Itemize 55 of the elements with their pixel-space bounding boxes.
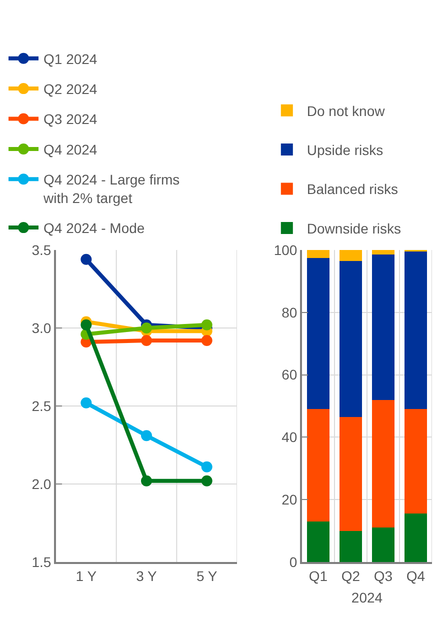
point <box>141 334 152 346</box>
bar <box>404 514 428 562</box>
bar <box>306 409 330 522</box>
point <box>201 475 212 486</box>
point <box>141 475 152 486</box>
legend-label: Q1 2024 <box>44 50 98 67</box>
legend-label: Upside risks <box>306 142 384 158</box>
x-tick-label: 3 Y <box>136 568 158 584</box>
bar <box>339 250 362 261</box>
y-tick-label: 2.5 <box>32 398 52 414</box>
legend-label: Do not know <box>306 102 386 119</box>
y-tick-label: 60 <box>282 366 298 383</box>
legend-label: Q3 2024 <box>44 111 98 128</box>
legend-label: Q2 2024 <box>44 81 98 98</box>
bar <box>306 521 330 562</box>
legend-label: Downside risks <box>306 220 402 236</box>
legend-label: Q4 2024 - Large firms with 2% target <box>42 172 180 206</box>
x-tick-label: Q4 <box>406 568 426 584</box>
point <box>141 322 152 334</box>
legend-label: Q4 2024 <box>44 141 98 158</box>
y-tick-label: 0 <box>289 554 298 570</box>
y-tick-label: 3.0 <box>32 320 52 336</box>
y-tick-label: 20 <box>282 492 298 508</box>
x-tick-label: 1 Y <box>76 568 98 584</box>
y-tick-label: 40 <box>282 429 298 446</box>
x-tick-label: 5 Y <box>196 568 218 584</box>
y-tick-label: 3.5 <box>32 242 52 258</box>
bar <box>306 258 330 410</box>
bar <box>404 409 428 514</box>
y-tick-label: 2.0 <box>32 476 52 492</box>
point <box>141 430 152 442</box>
x-tick-label: Q1 <box>308 568 328 584</box>
x-tick-label: Q2 <box>341 568 360 584</box>
point <box>80 254 92 265</box>
bar <box>306 250 330 258</box>
x-tick-label: Q3 <box>374 568 393 584</box>
point <box>201 461 212 472</box>
point <box>201 319 212 330</box>
point <box>80 397 92 408</box>
bar <box>372 250 395 255</box>
x-axis-title: 2024 <box>351 590 383 606</box>
point <box>201 334 212 346</box>
bar <box>339 530 362 562</box>
bar <box>339 416 362 531</box>
bar <box>372 254 395 400</box>
legend-label: Q4 2024 - Mode <box>44 220 145 236</box>
point <box>80 319 92 330</box>
y-tick-label: 80 <box>282 304 298 320</box>
bar <box>339 260 362 417</box>
y-tick-label: 100 <box>274 242 298 258</box>
legend-label: Balanced risks <box>306 181 398 198</box>
bar <box>372 400 395 528</box>
y-tick-label: 1.5 <box>32 554 52 570</box>
bar <box>372 528 395 562</box>
bar <box>404 252 428 410</box>
